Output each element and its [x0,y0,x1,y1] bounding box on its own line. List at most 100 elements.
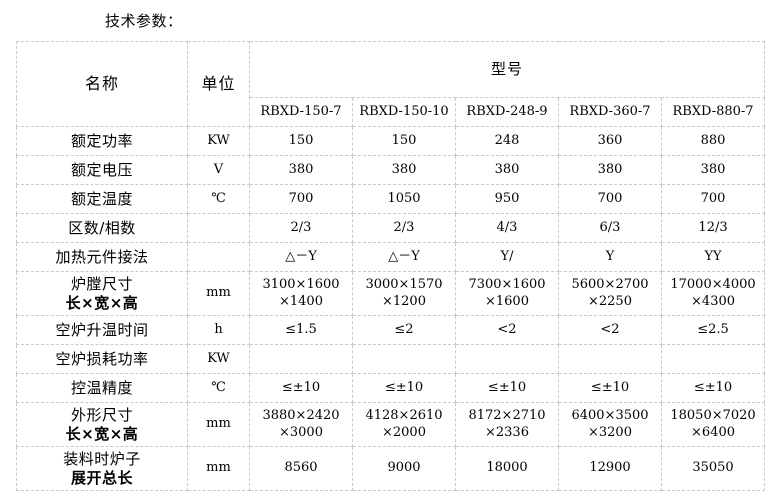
row-name-line1: 装料时炉子 [63,449,141,468]
table-row: 额定电压 V 380 380 380 380 380 [16,155,766,185]
cell-value [558,344,662,374]
table-body: 额定功率 KW 150 150 248 360 880 额定电压 V 380 3… [16,126,766,491]
cell-value: ≤±10 [558,373,662,403]
row-name-line2: 长×宽×高 [65,293,139,312]
table-row: 额定功率 KW 150 150 248 360 880 [16,126,766,156]
cell-value: 380 [558,155,662,185]
header-model-2: RBXD-150-10 [352,97,456,127]
row-unit: mm [187,402,250,447]
cell-value: 4128×2610 ×2000 [352,402,456,447]
cell-value: 380 [660,155,766,185]
row-name: 额定温度 [16,184,188,214]
row-unit: KW [187,344,250,374]
cell-value [249,344,353,374]
row-unit: h [187,315,250,345]
cell-value: 5600×2700 ×2250 [558,271,662,316]
row-unit [187,242,250,272]
row-name: 控温精度 [16,373,188,403]
cell-value-line2: ×2000 [382,424,426,440]
cell-value [455,344,559,374]
cell-value-line2: ×1600 [485,293,529,309]
row-name: 外形尺寸 长×宽×高 [16,402,188,447]
cell-value: 700 [249,184,353,214]
cell-value: 18050×7020 ×6400 [660,402,766,447]
cell-value: YY [660,242,766,272]
table-row: 空炉损耗功率 KW [16,344,766,374]
technical-parameters-table-container: 名称 单位 型号 RBXD-150-7 RBXD-150-10 RBXD-248… [16,41,766,491]
cell-value-line1: 18050×7020 [670,408,756,424]
row-name: 炉膛尺寸 长×宽×高 [16,271,188,316]
row-unit: ℃ [187,184,250,214]
cell-value: 700 [660,184,766,214]
row-name-line1: 额定温度 [70,189,133,208]
table-row: 加热元件接法 △－Y △－Y Y/ Y YY [16,242,766,272]
table-row: 额定温度 ℃ 700 1050 950 700 700 [16,184,766,214]
row-name: 装料时炉子 展开总长 [16,446,188,491]
header-model-1: RBXD-150-7 [249,97,353,127]
cell-value-line2: ×4300 [691,293,736,309]
row-name-line2: 展开总长 [70,468,133,487]
cell-value-line1: 3100×1600 [262,277,340,293]
cell-value: 7300×1600 ×1600 [455,271,559,316]
cell-value: ≤2.5 [660,315,766,345]
cell-value: ≤±10 [455,373,559,403]
cell-value-line2: ×1400 [279,293,323,309]
cell-value: 1050 [352,184,456,214]
cell-value: 150 [352,126,456,156]
cell-value: 17000×4000 ×4300 [660,271,766,316]
table-row: 空炉升温时间 h ≤1.5 ≤2 <2 <2 ≤2.5 [16,315,766,345]
table-header-row-group: 名称 单位 型号 [16,41,766,127]
cell-value: Y/ [455,242,559,272]
row-name: 额定功率 [16,126,188,156]
header-unit: 单位 [187,41,250,127]
cell-value-line1: 3000×1570 [365,277,443,293]
row-unit: mm [187,446,250,491]
row-name-line1: 额定电压 [70,160,133,179]
cell-value-line2: ×6400 [691,424,736,440]
cell-value: △－Y [249,242,353,272]
cell-value-line2: ×3000 [279,424,323,440]
cell-value-line1: 7300×1600 [468,277,546,293]
cell-value: 3880×2420 ×3000 [249,402,353,447]
cell-value-line1: 17000×4000 [670,277,756,293]
cell-value: 18000 [455,446,559,491]
cell-value: 880 [660,126,766,156]
table-row: 炉膛尺寸 长×宽×高 mm 3100×1600 ×1400 3000×1570 … [16,271,766,316]
row-unit: ℃ [187,373,250,403]
cell-value: ≤±10 [352,373,456,403]
row-name-line1: 空炉升温时间 [55,320,149,339]
cell-value [352,344,456,374]
cell-value: ≤2 [352,315,456,345]
row-name-line1: 外形尺寸 [70,405,133,424]
row-name-line1: 加热元件接法 [55,247,149,266]
cell-value: ≤1.5 [249,315,353,345]
cell-value-line1: 5600×2700 [571,277,649,293]
cell-value: 9000 [352,446,456,491]
row-name: 区数/相数 [16,213,188,243]
cell-value: 12/3 [660,213,766,243]
cell-value-line2: ×2336 [485,424,529,440]
row-name-line1: 控温精度 [70,378,133,397]
row-unit: KW [187,126,250,156]
cell-value: 6400×3500 ×3200 [558,402,662,447]
table-header: 名称 单位 型号 RBXD-150-7 RBXD-150-10 RBXD-248… [16,41,766,127]
cell-value-line2: ×3200 [588,424,632,440]
cell-value: 3100×1600 ×1400 [249,271,353,316]
cell-value: 12900 [558,446,662,491]
table-row: 区数/相数 2/3 2/3 4/3 6/3 12/3 [16,213,766,243]
cell-value: <2 [455,315,559,345]
cell-value: 6/3 [558,213,662,243]
cell-value: 380 [249,155,353,185]
row-name-line1: 区数/相数 [68,218,136,237]
cell-value: 8172×2710 ×2336 [455,402,559,447]
row-name: 加热元件接法 [16,242,188,272]
header-model-5: RBXD-880-7 [660,97,766,127]
cell-value-line1: 3880×2420 [262,408,340,424]
table-row: 外形尺寸 长×宽×高 mm 3880×2420 ×3000 4128×2610 … [16,402,766,447]
cell-value: 700 [558,184,662,214]
cell-value: 380 [352,155,456,185]
cell-value: 380 [455,155,559,185]
header-model-group: 型号 [248,41,766,98]
row-name-line1: 炉膛尺寸 [70,274,133,293]
